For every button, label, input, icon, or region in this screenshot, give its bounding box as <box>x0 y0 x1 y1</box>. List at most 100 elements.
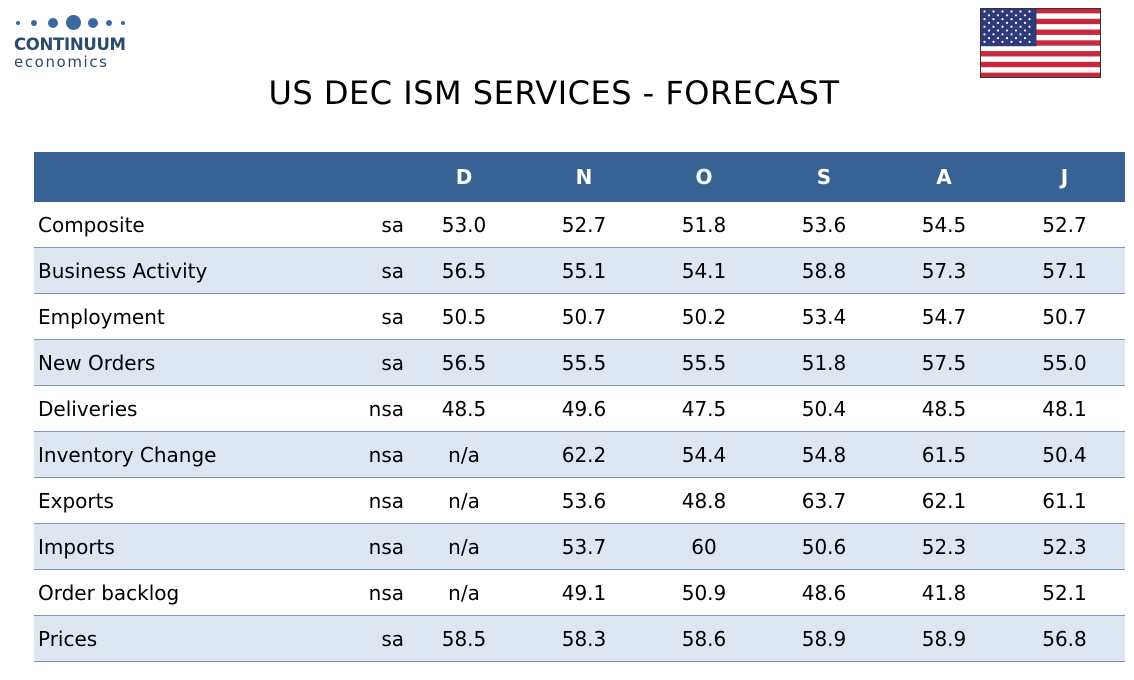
table-row: Inventory Change nsa n/a 62.2 54.4 54.8 61.5 50… <box>34 431 1125 478</box>
table-cell: 56.5 <box>404 339 524 386</box>
seasonal-adjustment: sa <box>334 293 404 340</box>
table-cell: 49.6 <box>524 385 644 432</box>
table-cell: 54.7 <box>884 293 1004 340</box>
page-title: US DEC ISM SERVICES - FORECAST <box>268 74 840 112</box>
table-row: Order backlog nsa n/a 49.1 50.9 48.6 41.8 52.1 <box>34 569 1125 616</box>
table-cell: 50.2 <box>644 293 764 340</box>
table-cell: n/a <box>404 523 524 570</box>
table-cell: 61.5 <box>884 431 1004 478</box>
table-cell: 53.6 <box>524 477 644 524</box>
seasonal-adjustment: sa <box>334 339 404 386</box>
table-cell: 52.3 <box>1004 523 1125 570</box>
table-cell: 50.4 <box>1004 431 1125 478</box>
logo-dots-icon <box>14 14 134 32</box>
table-cell: 57.1 <box>1004 247 1125 294</box>
table-cell: 51.8 <box>764 339 884 386</box>
table-cell: 54.1 <box>644 247 764 294</box>
table-cell: 56.8 <box>1004 615 1125 662</box>
table-cell: 58.9 <box>764 615 884 662</box>
table-row: Business Activity sa 56.5 55.1 54.1 58.8 57.3 5… <box>34 247 1125 294</box>
column-header: A <box>884 152 1004 202</box>
row-label: Inventory Change <box>34 431 334 478</box>
table-cell: 52.7 <box>524 202 644 248</box>
table-row: New Orders sa 56.5 55.5 55.5 51.8 57.5 55.0 <box>34 339 1125 386</box>
table-cell: 48.8 <box>644 477 764 524</box>
table-cell: 53.6 <box>764 202 884 248</box>
table-cell: 50.7 <box>524 293 644 340</box>
table-cell: 52.1 <box>1004 569 1125 616</box>
row-label: Business Activity <box>34 247 334 294</box>
column-header: O <box>644 152 764 202</box>
table-cell: 48.5 <box>884 385 1004 432</box>
seasonal-adjustment: nsa <box>334 569 404 616</box>
seasonal-adjustment: sa <box>334 615 404 662</box>
row-label: Employment <box>34 293 334 340</box>
table-cell: 55.5 <box>524 339 644 386</box>
table-row: Employment sa 50.5 50.7 50.2 53.4 54.7 50.7 <box>34 293 1125 340</box>
table-cell: 50.9 <box>644 569 764 616</box>
table-cell: 56.5 <box>404 247 524 294</box>
logo-subtitle: economics <box>14 53 109 71</box>
column-header: N <box>524 152 644 202</box>
continuum-logo: CONTINUUM economics <box>14 14 134 76</box>
table-cell: 48.1 <box>1004 385 1125 432</box>
seasonal-adjustment: sa <box>334 202 404 248</box>
table-cell: 47.5 <box>644 385 764 432</box>
row-label: New Orders <box>34 339 334 386</box>
table-cell: 57.3 <box>884 247 1004 294</box>
table-cell: 51.8 <box>644 202 764 248</box>
table-cell: 52.3 <box>884 523 1004 570</box>
table-cell: 62.1 <box>884 477 1004 524</box>
row-label: Exports <box>34 477 334 524</box>
table-cell: n/a <box>404 431 524 478</box>
table-cell: 55.5 <box>644 339 764 386</box>
column-header: S <box>764 152 884 202</box>
column-header <box>334 152 404 202</box>
table-cell: 53.4 <box>764 293 884 340</box>
table-row: Composite sa 53.0 52.7 51.8 53.6 54.5 52.7 <box>34 202 1125 248</box>
table-cell: 58.5 <box>404 615 524 662</box>
table-cell: 55.0 <box>1004 339 1125 386</box>
table-cell: 57.5 <box>884 339 1004 386</box>
row-label: Composite <box>34 202 334 248</box>
seasonal-adjustment: nsa <box>334 477 404 524</box>
row-label: Imports <box>34 523 334 570</box>
table-cell: 52.7 <box>1004 202 1125 248</box>
table-cell: 54.4 <box>644 431 764 478</box>
table-cell: 62.2 <box>524 431 644 478</box>
table-cell: 41.8 <box>884 569 1004 616</box>
table-cell: 58.6 <box>644 615 764 662</box>
table-row: Exports nsa n/a 53.6 48.8 63.7 62.1 61.1 <box>34 477 1125 524</box>
table-row: Prices sa 58.5 58.3 58.6 58.9 58.9 56.8 <box>34 615 1125 662</box>
table-cell: 58.3 <box>524 615 644 662</box>
table-cell: 55.1 <box>524 247 644 294</box>
column-header: D <box>404 152 524 202</box>
seasonal-adjustment: sa <box>334 247 404 294</box>
column-header <box>34 152 334 202</box>
table-cell: 50.6 <box>764 523 884 570</box>
table-cell: 50.7 <box>1004 293 1125 340</box>
column-header: J <box>1004 152 1125 202</box>
us-flag-icon <box>980 8 1101 78</box>
table-row: Deliveries nsa 48.5 49.6 47.5 50.4 48.5 48.1 <box>34 385 1125 432</box>
logo-name: CONTINUUM <box>14 35 126 54</box>
table-cell: 53.7 <box>524 523 644 570</box>
table-cell: 61.1 <box>1004 477 1125 524</box>
row-label: Order backlog <box>34 569 334 616</box>
table-cell: 58.8 <box>764 247 884 294</box>
table-cell: 58.9 <box>884 615 1004 662</box>
table-cell: 50.4 <box>764 385 884 432</box>
table-row: Imports nsa n/a 53.7 60 50.6 52.3 52.3 <box>34 523 1125 570</box>
seasonal-adjustment: nsa <box>334 523 404 570</box>
table-cell: 50.5 <box>404 293 524 340</box>
table-cell: 63.7 <box>764 477 884 524</box>
row-label: Deliveries <box>34 385 334 432</box>
row-label: Prices <box>34 615 334 662</box>
table-cell: n/a <box>404 569 524 616</box>
table-cell: 48.5 <box>404 385 524 432</box>
seasonal-adjustment: nsa <box>334 431 404 478</box>
seasonal-adjustment: nsa <box>334 385 404 432</box>
table-cell: 49.1 <box>524 569 644 616</box>
